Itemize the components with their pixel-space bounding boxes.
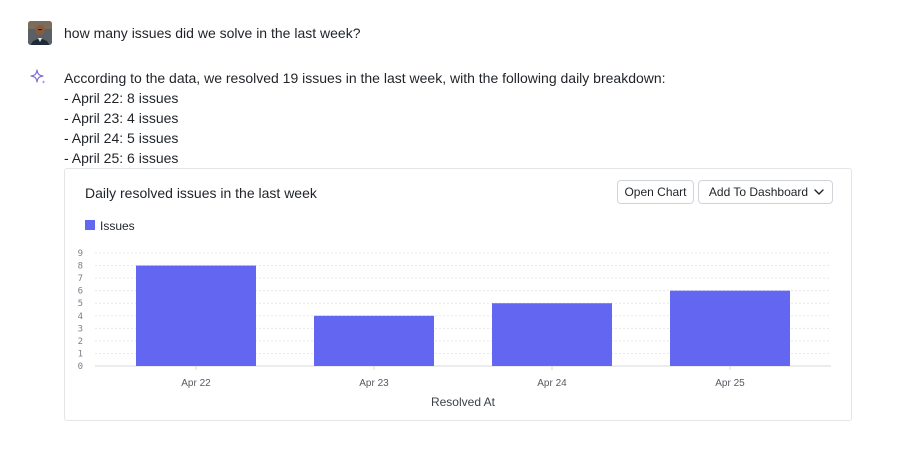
y-tick-label: 2 bbox=[78, 337, 83, 347]
y-tick-label: 7 bbox=[78, 274, 83, 284]
assistant-intro: According to the data, we resolved 19 is… bbox=[64, 70, 666, 86]
add-to-dashboard-button[interactable]: Add To Dashboard bbox=[698, 180, 833, 204]
y-tick-label: 5 bbox=[78, 299, 83, 309]
y-tick-label: 8 bbox=[78, 262, 83, 272]
sparkle-icon bbox=[29, 68, 47, 86]
x-tick-label: Apr 24 bbox=[537, 378, 567, 389]
y-tick-label: 3 bbox=[78, 324, 83, 334]
breakdown-item: - April 23: 4 issues bbox=[64, 110, 179, 126]
breakdown-item: - April 22: 8 issues bbox=[64, 90, 179, 106]
user-message: how many issues did we solve in the last… bbox=[64, 25, 361, 41]
y-tick-label: 1 bbox=[78, 349, 83, 359]
add-to-dashboard-label: Add To Dashboard bbox=[708, 185, 809, 199]
chart-legend: Issues bbox=[85, 217, 135, 233]
x-tick-label: Apr 25 bbox=[715, 378, 745, 389]
legend-label: Issues bbox=[100, 218, 135, 233]
x-tick-label: Apr 22 bbox=[181, 378, 211, 389]
chart-title: Daily resolved issues in the last week bbox=[85, 185, 317, 201]
bar-chart: 0 1 2 3 4 5 6 7 8 9 Apr 22 Apr 23 Apr 24 Apr 25 Resolv… bbox=[78, 249, 831, 409]
chart-card: Daily resolved issues in the last week O… bbox=[64, 168, 852, 421]
bar[interactable] bbox=[670, 290, 790, 366]
x-tick-label: Apr 23 bbox=[359, 378, 389, 389]
chevron-down-icon bbox=[814, 189, 824, 195]
y-tick-label: 9 bbox=[78, 249, 83, 259]
bar[interactable] bbox=[492, 303, 612, 366]
open-chart-button[interactable]: Open Chart bbox=[617, 180, 694, 204]
y-tick-label: 0 bbox=[78, 362, 83, 372]
x-axis-title: Resolved At bbox=[431, 395, 496, 409]
breakdown-item: - April 24: 5 issues bbox=[64, 130, 179, 146]
y-tick-label: 4 bbox=[78, 312, 83, 322]
bar[interactable] bbox=[136, 265, 256, 366]
user-avatar bbox=[28, 21, 52, 45]
y-tick-label: 6 bbox=[78, 287, 83, 297]
assistant-message: According to the data, we resolved 19 is… bbox=[64, 68, 666, 168]
bar[interactable] bbox=[314, 315, 434, 366]
legend-swatch bbox=[85, 219, 95, 230]
breakdown-item: - April 25: 6 issues bbox=[64, 150, 179, 166]
